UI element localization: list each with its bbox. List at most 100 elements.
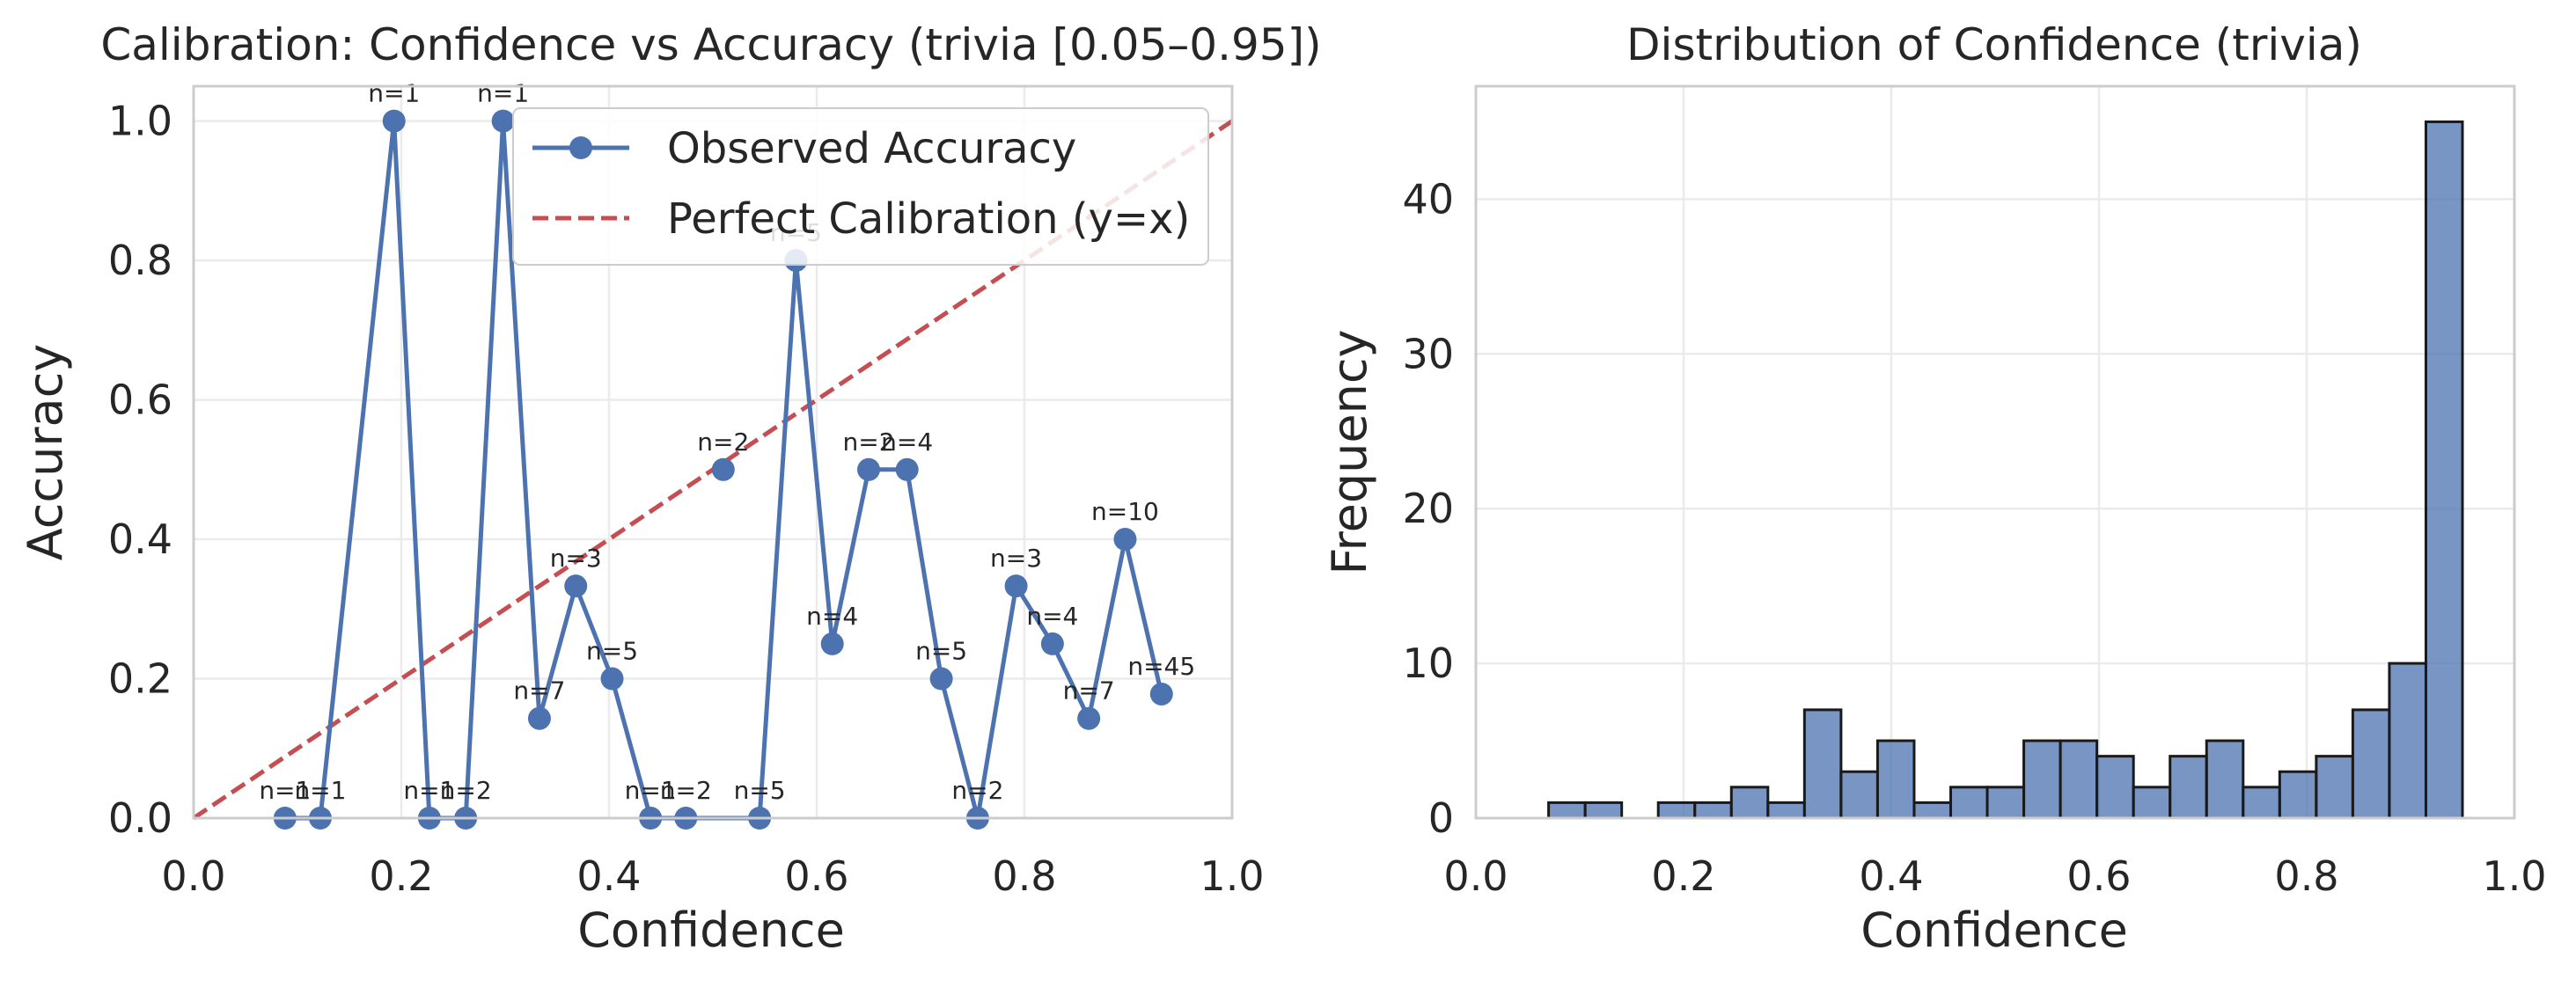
- calibration-x-axis-label: Confidence: [577, 903, 845, 958]
- observed-accuracy-marker: [857, 457, 880, 481]
- calibration-y-tick-label: 0.4: [108, 515, 172, 563]
- histogram-y-tick-label: 10: [1402, 640, 1454, 687]
- sample-count-label: n=5: [915, 637, 967, 666]
- legend-observed-label: Observed Accuracy: [667, 124, 1076, 173]
- observed-accuracy-marker: [382, 109, 406, 133]
- observed-accuracy-marker: [564, 574, 588, 598]
- histogram-bar: [2205, 739, 2245, 820]
- sample-count-label: n=5: [734, 776, 786, 805]
- sample-count-label: n=1: [477, 79, 529, 108]
- calibration-y-ticks: 0.0 0.2 0.4 0.6 0.8 1.0: [108, 98, 172, 842]
- observed-accuracy-marker: [1040, 632, 1064, 655]
- sample-count-label: n=1: [403, 776, 455, 805]
- calibration-y-tick-label: 1.0: [108, 98, 172, 145]
- histogram-bar: [2315, 755, 2354, 820]
- calibration-y-tick-label: 0.0: [108, 794, 172, 842]
- histogram-x-tick-label: 0.0: [1443, 852, 1508, 900]
- calibration-x-tick-label: 0.8: [992, 852, 1056, 900]
- histogram-bar: [2351, 708, 2391, 820]
- histogram-bar: [2132, 786, 2172, 820]
- observed-accuracy-marker: [1149, 682, 1173, 706]
- calibration-x-tick-label: 0.2: [369, 852, 433, 900]
- histogram-y-tick-label: 30: [1402, 330, 1454, 377]
- sample-count-label: n=4: [806, 602, 858, 631]
- calibration-x-tick-label: 0.0: [161, 852, 225, 900]
- histogram-x-tick-label: 1.0: [2482, 852, 2546, 900]
- histogram-bar: [2022, 739, 2062, 820]
- histogram-bar: [2388, 662, 2427, 820]
- sample-count-label: n=2: [660, 776, 712, 805]
- sample-count-label: n=45: [1127, 652, 1195, 681]
- calibration-y-tick-label: 0.8: [108, 237, 172, 284]
- histogram-x-axis-label: Confidence: [1860, 903, 2128, 958]
- histogram-bar: [1875, 739, 1916, 820]
- histogram-bar: [2059, 739, 2099, 820]
- histogram-y-axis-label: Frequency: [1322, 330, 1377, 575]
- histogram-x-tick-label: 0.2: [1651, 852, 1715, 900]
- sample-count-label: n=1: [259, 776, 311, 805]
- observed-accuracy-marker: [491, 109, 515, 133]
- calibration-axes-frame: [192, 84, 1234, 820]
- legend-box: [512, 107, 1209, 266]
- sample-count-label: n=7: [1063, 676, 1115, 706]
- histogram-bar: [1547, 801, 1587, 820]
- sample-count-label: n=4: [1026, 602, 1078, 631]
- histogram-y-tick-label: 20: [1402, 485, 1454, 532]
- histogram-bar: [1583, 801, 1624, 820]
- calibration-title: Calibration: Confidence vs Accuracy (tri…: [100, 19, 1321, 70]
- histogram-bars: [1547, 120, 2464, 820]
- observed-accuracy-marker: [600, 667, 624, 691]
- histogram-bar: [1802, 708, 1843, 820]
- histogram-bar: [1693, 801, 1733, 820]
- histogram-x-tick-label: 0.6: [2066, 852, 2131, 900]
- sample-count-label: n=5: [586, 637, 638, 666]
- histogram-bar: [2169, 755, 2208, 820]
- calibration-chart: Calibration: Confidence vs Accuracy (tri…: [18, 19, 1322, 958]
- observed-accuracy-marker: [1077, 706, 1101, 730]
- histogram-title: Distribution of Confidence (trivia): [1626, 19, 2362, 70]
- observed-accuracy-marker: [527, 706, 551, 730]
- histogram-bar: [2278, 770, 2318, 820]
- sample-count-label: n=1: [368, 79, 420, 108]
- observed-accuracy-marker: [711, 457, 735, 481]
- sample-count-label: n=10: [1091, 497, 1159, 526]
- sample-count-label: n=1: [625, 776, 677, 805]
- calibration-x-ticks: 0.0 0.2 0.4 0.6 0.8 1.0: [161, 852, 1264, 900]
- sample-count-label: n=2: [951, 776, 1003, 805]
- sample-count-label: n=2: [440, 776, 492, 805]
- histogram-bar: [2095, 755, 2135, 820]
- observed-accuracy-marker: [820, 632, 844, 655]
- calibration-x-tick-label: 0.6: [784, 852, 848, 900]
- sample-count-label: n=2: [697, 428, 749, 457]
- histogram-y-ticks: 0 10 20 30 40: [1402, 175, 1454, 842]
- histogram-x-tick-label: 0.8: [2274, 852, 2338, 900]
- observed-accuracy-marker: [1004, 574, 1028, 598]
- histogram-bar: [2424, 120, 2464, 820]
- sample-count-label: n=4: [881, 428, 933, 457]
- legend-perfect-label: Perfect Calibration (y=x): [667, 194, 1190, 244]
- sample-count-label: n=3: [550, 544, 602, 573]
- histogram-bar: [1729, 786, 1770, 820]
- sample-count-label: n=3: [990, 544, 1042, 573]
- calibration-y-tick-label: 0.6: [108, 377, 172, 424]
- calibration-legend: Observed Accuracy Perfect Calibration (y…: [512, 107, 1209, 266]
- sample-count-label: n=7: [513, 676, 565, 706]
- histogram-y-tick-label: 40: [1402, 175, 1454, 223]
- observed-accuracy-marker: [929, 667, 953, 691]
- histogram-y-tick-label: 0: [1428, 794, 1454, 842]
- sample-count-label: n=2: [842, 428, 894, 457]
- calibration-y-tick-label: 0.2: [108, 655, 172, 703]
- calibration-x-tick-label: 1.0: [1200, 852, 1264, 900]
- calibration-x-tick-label: 0.4: [576, 852, 641, 900]
- histogram-bar: [2242, 786, 2281, 820]
- histogram-bar: [1985, 786, 2026, 820]
- histogram-x-tick-label: 0.4: [1859, 852, 1923, 900]
- histogram-bar: [1766, 801, 1806, 820]
- histogram-bar: [1949, 786, 1989, 820]
- histogram-bar: [1912, 801, 1952, 820]
- histogram-bar: [1656, 801, 1697, 820]
- legend-observed-marker: [569, 136, 592, 159]
- histogram-grid: [1474, 86, 2516, 820]
- histogram-axes-frame: [1474, 84, 2516, 820]
